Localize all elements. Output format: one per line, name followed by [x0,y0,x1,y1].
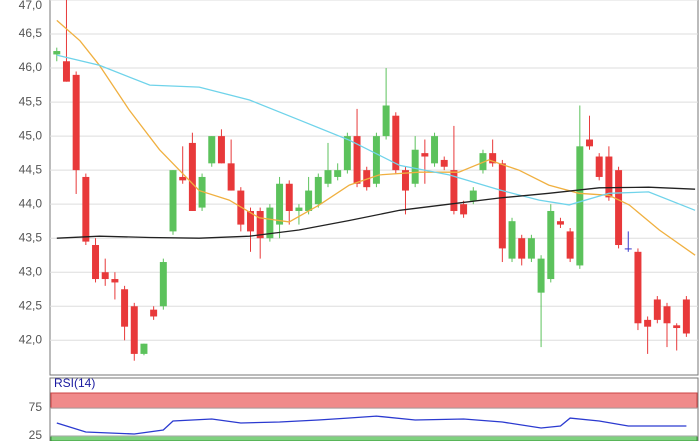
y-tick-label: 42,0 [19,332,43,346]
moving-average [56,19,696,256]
candle-body [537,258,545,293]
oversold-zone [50,435,698,441]
rsi-line [56,415,687,435]
candle-body [159,262,167,307]
candle-body [382,105,390,137]
candle-body [247,210,254,232]
y-tick-label: 45,0 [19,128,43,142]
rsi-panel [49,377,699,441]
y-tick-label: 46,0 [19,60,43,74]
y-tick-label: 45,5 [19,94,43,108]
candle-body [673,325,681,329]
candle-body [179,176,187,181]
candle-body [82,176,90,242]
candle-body [653,299,661,320]
candle-body [324,170,332,184]
overbought-zone [50,392,698,409]
candle-body [634,251,642,324]
candle-body [682,299,690,334]
y-tick-label: 44,5 [19,162,43,176]
candle-body [663,306,671,324]
candle-body [431,136,439,164]
candle-body [111,279,119,283]
candle-body [508,221,516,259]
moving-average [56,54,696,211]
candle-body [498,163,506,249]
candle-body [334,170,342,177]
candle-body [469,190,477,201]
candle-body [295,207,303,211]
candle-body [53,51,61,55]
candle-body [421,153,429,157]
candle-body [227,163,235,191]
candle-body [556,221,564,225]
candle-body [372,136,380,184]
candle-body [576,146,584,266]
candle-body [527,238,535,259]
y-tick-label: 25 [29,428,43,441]
candle-body [305,190,313,211]
price-panel [49,0,699,376]
y-tick-label: 46,5 [19,26,43,40]
y-tick-label: 43,5 [19,230,43,244]
candle-body [256,210,264,239]
candle-body [401,170,409,191]
candle-body [392,115,400,171]
candle-body [547,210,555,280]
rsi-title: RSI(14) [54,376,95,390]
candle-body [285,183,293,211]
candle-body [440,159,448,167]
candle-body [72,74,80,171]
candle-body [518,238,526,259]
candle-body [198,176,206,208]
candle-body [150,309,158,317]
candle-body [121,289,129,327]
candle-body [450,170,458,211]
candle-body [605,156,613,198]
y-tick-label: 42,5 [19,298,43,312]
candle-body [92,245,100,280]
candle-body [62,61,70,82]
candle-body [343,136,351,171]
candle-body [624,248,632,250]
candle-body [644,319,652,327]
candle-body [140,343,148,354]
candle-body [586,139,594,147]
candle-body [566,231,574,259]
candle-body [188,142,196,211]
candle-body [489,153,497,164]
candle-body [353,136,361,184]
candle-body [130,306,138,354]
candle-body [266,207,274,239]
candle-body [314,176,322,205]
candle-body [276,183,284,225]
y-tick-label: 75 [29,400,43,414]
moving-average [56,186,696,239]
candle-body [411,149,419,184]
y-tick-label: 43,0 [19,264,43,278]
candle-body [217,136,225,164]
candle-body [615,170,623,246]
candle-body [460,204,468,215]
candle-body [595,156,603,177]
candle-body [208,136,216,164]
candle-body [101,272,109,280]
candle-body [169,170,177,232]
y-tick-label: 44,0 [19,196,43,210]
y-tick-label: 47,0 [19,0,43,12]
